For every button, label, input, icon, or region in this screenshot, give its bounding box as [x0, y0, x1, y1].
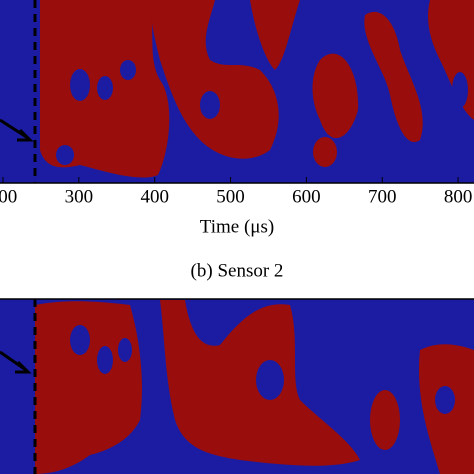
- x-tick-label: 800: [444, 186, 473, 207]
- region: [70, 325, 455, 414]
- x-tick-label: 600: [292, 186, 321, 207]
- arrow: [0, 118, 34, 142]
- x-tick-label: 300: [65, 186, 94, 207]
- x-axis-label: Time (μs): [200, 216, 274, 237]
- x-tick-label: 200: [0, 186, 17, 207]
- region: [56, 60, 468, 165]
- arrow: [0, 350, 32, 374]
- x-tick-label: 500: [216, 186, 245, 207]
- bottom-panel: [0, 299, 474, 474]
- x-tick-label: 700: [368, 186, 397, 207]
- x-tick-label: 400: [140, 186, 169, 207]
- x-axis: 200 300 400 500 600 700 800: [0, 177, 472, 305]
- top-panel: [0, 0, 474, 183]
- caption: (b) Sensor 2: [191, 260, 284, 281]
